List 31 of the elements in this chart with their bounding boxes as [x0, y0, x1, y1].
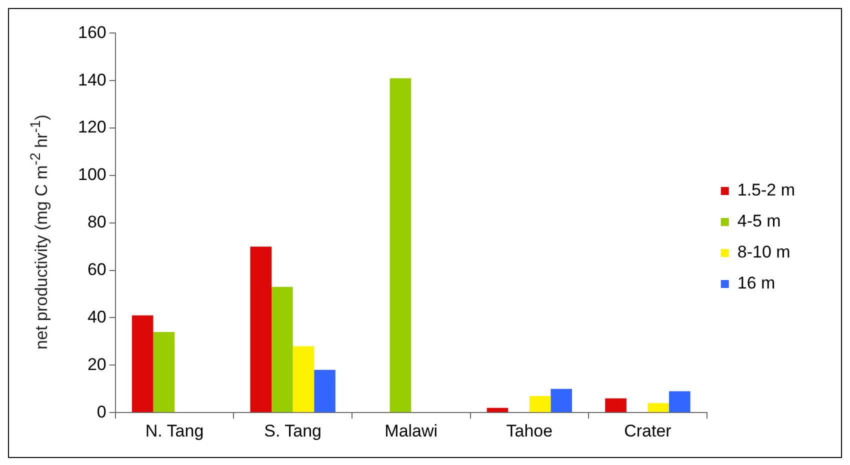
bar	[550, 388, 572, 412]
y-tick-label: 40	[87, 307, 106, 326]
y-tick-label: 60	[87, 260, 106, 280]
bar	[669, 391, 690, 412]
bar	[250, 246, 272, 412]
y-tick-label: 80	[87, 212, 106, 232]
bar	[486, 408, 508, 412]
y-tick-label: 100	[78, 165, 106, 184]
bar	[390, 78, 412, 412]
bar	[648, 403, 670, 412]
y-tick-label: 120	[78, 118, 106, 137]
y-tick-label: 140	[78, 70, 106, 90]
legend-label: 1.5-2 m	[737, 180, 796, 200]
x-tick-label: Tahoe	[506, 421, 553, 440]
bar	[292, 346, 314, 412]
y-tick-label: 0	[96, 402, 106, 422]
x-tick-label: Crater	[624, 421, 672, 440]
legend-label: 4-5 m	[737, 212, 781, 231]
legend-label: 16 m	[737, 274, 776, 293]
legend-label: 8-10 m	[737, 242, 790, 262]
y-tick-label: 20	[87, 354, 106, 374]
x-tick-label: S. Tang	[264, 421, 322, 440]
x-tick-label: N. Tang	[145, 421, 204, 440]
bar	[605, 398, 626, 412]
bar	[314, 370, 336, 412]
y-tick-label: 160	[78, 22, 106, 42]
x-tick-label: Malawi	[384, 421, 438, 440]
bar	[132, 315, 154, 412]
bar	[272, 286, 293, 412]
bar	[529, 396, 551, 412]
bar	[153, 332, 175, 412]
